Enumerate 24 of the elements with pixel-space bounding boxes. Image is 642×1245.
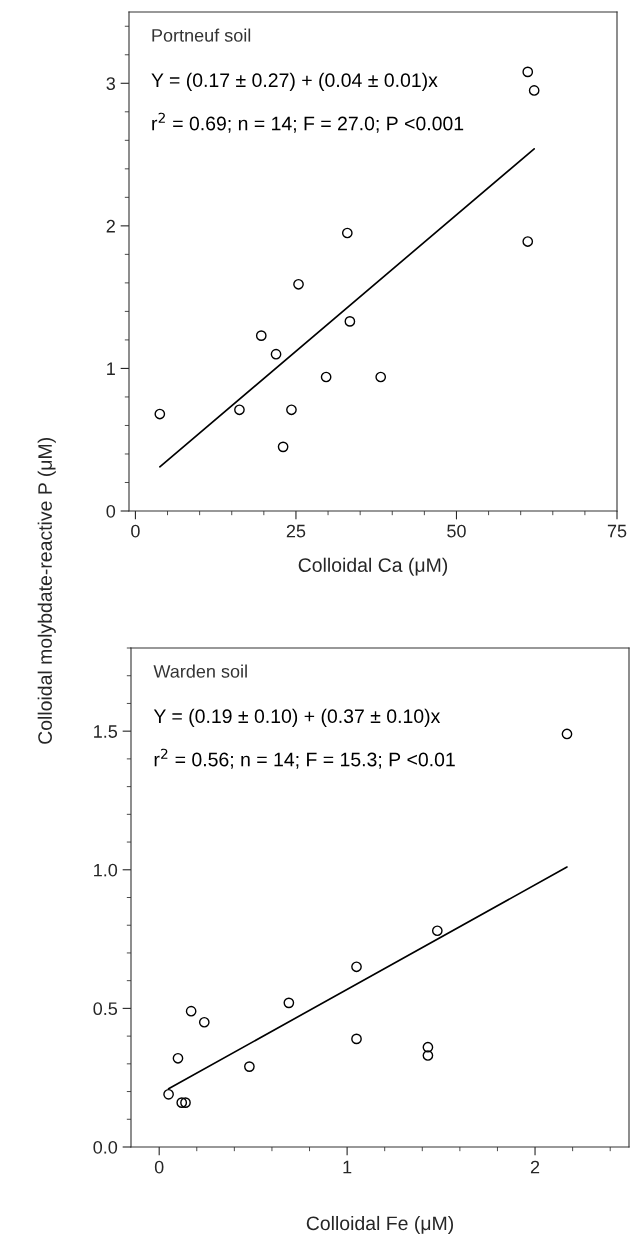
annotation: r$^{2}$ = 0.56; n = 14; F = 15.3; P <0.01 [154, 748, 455, 769]
x-tick-label: 2 [530, 1160, 540, 1174]
annotation: Portneuf soil [152, 28, 251, 42]
y-axis-title: Colloidal molybdate-reactive P (μM) [37, 438, 56, 744]
y-tick-label: 0.5 [93, 1002, 118, 1016]
x-tick-label: 1 [343, 1160, 352, 1174]
x-tick-label: 0 [154, 1160, 164, 1174]
y-tick-label: 0 [106, 504, 116, 518]
y-tick-label: 1.0 [94, 863, 118, 877]
x-tick-label: 75 [607, 524, 627, 538]
y-tick-label: 1.5 [94, 725, 118, 738]
y-tick-label: 2 [106, 219, 115, 233]
annotation: Y = (0.19 ± 0.10) + (0.37 ± 0.10)x [153, 708, 441, 727]
x-tick-label: 0 [131, 524, 140, 538]
annotation: Y = (0.17 ± 0.27) + (0.04 ± 0.01)x [151, 72, 438, 91]
annotation: r$^{2}$ = 0.69; n = 14; F = 27.0; P <0.001 [152, 112, 464, 133]
x-tick-label: 25 [286, 524, 306, 538]
x-tick-label: 50 [447, 524, 466, 538]
y-tick-label: 0.0 [93, 1140, 118, 1154]
y-tick-label: 1 [107, 362, 115, 375]
annotation: Warden soil [153, 664, 247, 678]
x-axis-title: Colloidal Ca (μM) [298, 557, 448, 576]
y-tick-label: 3 [106, 77, 116, 91]
x-axis-title: Colloidal Fe (μM) [306, 1215, 454, 1235]
